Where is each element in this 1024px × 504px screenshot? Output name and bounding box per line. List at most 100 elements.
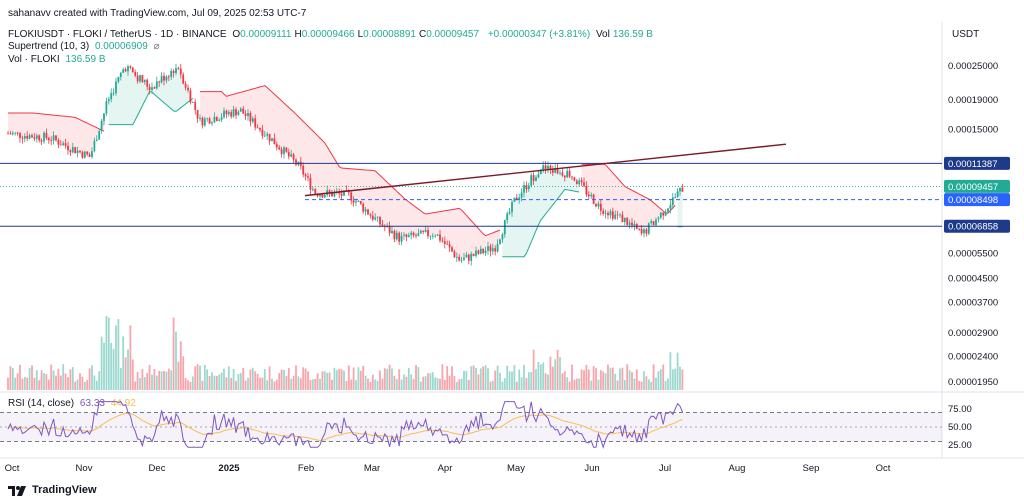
- price-tick-label: 0.00003700: [948, 298, 998, 309]
- volume-bar: [631, 372, 633, 390]
- volume-bar: [184, 378, 187, 390]
- volume-bar: [31, 365, 33, 390]
- candle-body: [626, 217, 629, 225]
- volume-bar: [249, 369, 252, 390]
- candle-body: [352, 200, 355, 203]
- supertrend-legend[interactable]: Supertrend (10, 3) 0.00006909 ⌀: [8, 41, 163, 52]
- ohlc-value-o: 0.00009111: [240, 29, 292, 40]
- supertrend-line: [108, 90, 194, 126]
- volume-bar: [93, 375, 96, 390]
- candle-body: [160, 75, 163, 83]
- volume-bar: [268, 366, 271, 390]
- candle-body: [261, 129, 264, 136]
- candle-body: [21, 137, 24, 139]
- candle-body: [124, 69, 127, 72]
- candle-body: [451, 247, 453, 252]
- candle-body: [307, 176, 309, 178]
- volume-bar: [340, 369, 343, 390]
- candle-body: [482, 248, 485, 254]
- volume-bar: [223, 368, 225, 390]
- candle-body: [359, 200, 362, 204]
- candle-body: [88, 154, 91, 157]
- volume-bar: [218, 374, 221, 390]
- volume-bar: [182, 356, 185, 390]
- candle-body: [215, 117, 218, 121]
- volume-bar: [26, 377, 29, 390]
- candle-body: [439, 234, 441, 241]
- hidden-eye-icon[interactable]: ⌀: [153, 41, 160, 52]
- candle-body: [218, 119, 221, 121]
- candle-body: [283, 147, 285, 155]
- volume-bar: [319, 378, 321, 390]
- candle-body: [287, 152, 290, 157]
- symbol-title[interactable]: FLOKIUSDT · FLOKI / TetherUS · 1D · BINA…: [8, 29, 227, 40]
- vol-value: 136.59 B: [612, 29, 653, 40]
- volume-bar: [98, 371, 101, 390]
- volume-bar: [28, 368, 31, 390]
- volume-bar: [417, 367, 420, 390]
- candle-body: [100, 120, 103, 131]
- supertrend-fill: [502, 165, 580, 257]
- candle-body: [91, 151, 93, 157]
- candle-body: [499, 239, 501, 244]
- time-tick-label: Oct: [876, 463, 891, 474]
- candle-body: [331, 192, 333, 197]
- volume-bar: [429, 373, 432, 390]
- candle-body: [43, 132, 45, 142]
- volume-bar: [403, 374, 405, 390]
- price-tick-label: 0.00005500: [948, 249, 998, 260]
- candle-body: [194, 102, 197, 110]
- candle-body: [650, 221, 653, 224]
- candle-body: [170, 70, 173, 77]
- volume-bar: [9, 366, 12, 390]
- volume-bar: [311, 379, 314, 390]
- volume-bar: [335, 370, 338, 390]
- candle-body: [268, 133, 271, 142]
- volume-legend[interactable]: Vol · FLOKI 136.59 B: [8, 54, 109, 65]
- volume-bar: [578, 378, 581, 390]
- volume-bar: [676, 352, 679, 390]
- candle-body: [59, 144, 62, 146]
- candle-body: [26, 136, 29, 139]
- candle-body: [494, 248, 497, 252]
- candle-body: [196, 109, 199, 119]
- volume-bar: [556, 349, 559, 390]
- time-tick-label: Apr: [438, 463, 453, 474]
- volume-bar: [326, 372, 329, 390]
- volume-bar: [388, 364, 391, 390]
- candle-body: [148, 86, 151, 90]
- volume-bar: [664, 380, 667, 390]
- volume-bar: [585, 364, 588, 390]
- volume-bar: [362, 365, 365, 390]
- supertrend-fill: [200, 85, 500, 261]
- volume-bar: [131, 359, 134, 390]
- candle-body: [242, 108, 245, 114]
- volume-bar: [86, 380, 89, 390]
- candle-body: [187, 87, 189, 91]
- volume-bar: [67, 377, 69, 390]
- candle-body: [446, 243, 449, 245]
- candle-body: [398, 232, 401, 242]
- volume-bar: [681, 369, 684, 390]
- volume-bar: [539, 364, 542, 390]
- candle-body: [506, 213, 509, 221]
- candle-body: [501, 234, 504, 240]
- volume-bar: [523, 364, 525, 390]
- candle-body: [16, 132, 19, 134]
- price-label-box: [944, 193, 1010, 207]
- candle-body: [436, 234, 439, 236]
- volume-bar: [191, 376, 194, 390]
- rsi-line: [7, 400, 683, 449]
- candle-body: [607, 213, 609, 216]
- candle-body: [441, 240, 444, 242]
- volume-bar: [431, 372, 434, 390]
- volume-bar: [304, 368, 307, 390]
- candle-body: [47, 138, 50, 141]
- rsi-legend[interactable]: RSI (14, close) 63.33 44.92: [8, 398, 139, 409]
- volume-bar: [7, 377, 9, 390]
- tradingview-footer[interactable]: TradingView: [8, 484, 97, 496]
- rsi-label: RSI (14, close): [8, 398, 75, 409]
- volume-bar: [549, 356, 552, 390]
- volume-bar: [11, 367, 14, 390]
